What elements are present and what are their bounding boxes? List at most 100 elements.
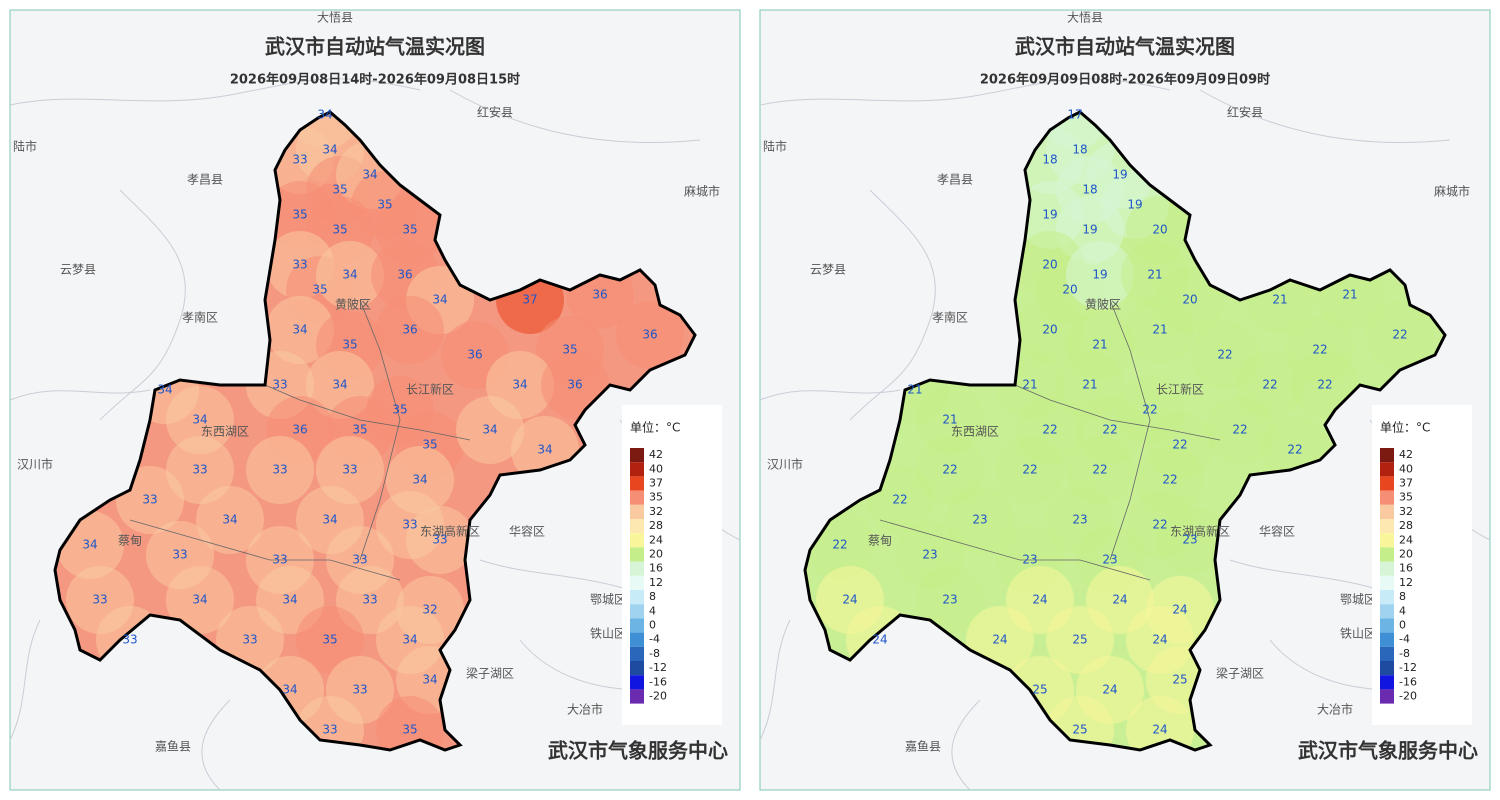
place-label: 陆市	[763, 139, 787, 154]
station-value: 35	[292, 208, 307, 222]
station-value: 35	[322, 633, 337, 647]
station-value: 33	[352, 683, 367, 697]
legend-swatch	[630, 490, 644, 505]
legend-swatch	[1380, 490, 1394, 505]
station-value: 35	[392, 403, 407, 417]
place-label: 红安县	[1227, 105, 1263, 120]
station-value: 33	[432, 533, 447, 547]
legend-swatch	[630, 675, 644, 690]
legend-label: 35	[1399, 491, 1413, 504]
station-value: 19	[1042, 208, 1057, 222]
legend-label: -12	[1399, 661, 1417, 674]
boundary-line	[201, 699, 231, 791]
legend-swatch	[1380, 519, 1394, 534]
legend: 单位：°C42403735322824201612840-4-8-12-16-2…	[622, 405, 722, 725]
station-value: 21	[1147, 268, 1162, 282]
legend-label: 32	[649, 505, 663, 518]
station-value: 21	[1152, 323, 1167, 337]
temperature-blob	[1126, 296, 1194, 364]
temperature-blob	[166, 566, 234, 634]
station-value: 22	[1217, 348, 1232, 362]
legend-label: -12	[649, 661, 667, 674]
legend-label: 40	[649, 462, 663, 475]
boundary-line	[9, 619, 41, 741]
station-value: 23	[1022, 553, 1037, 567]
legend-label: 12	[1399, 576, 1413, 589]
temperature-blob	[296, 606, 364, 674]
station-value: 17	[1067, 108, 1082, 122]
station-value: 24	[842, 593, 857, 607]
station-value: 21	[1022, 378, 1037, 392]
place-label: 嘉鱼县	[155, 740, 191, 754]
place-label: 长江新区	[406, 382, 454, 397]
station-value: 25	[1072, 723, 1087, 737]
station-value: 34	[192, 593, 207, 607]
legend-swatch	[630, 632, 644, 647]
station-value: 36	[467, 348, 482, 362]
legend-label: 12	[649, 576, 663, 589]
station-value: 19	[1092, 268, 1107, 282]
boundary-line	[449, 89, 701, 144]
station-value: 23	[922, 548, 937, 562]
station-value: 18	[1042, 153, 1057, 167]
station-value: 18	[1072, 143, 1087, 157]
station-value: 19	[1082, 223, 1097, 237]
legend-swatch	[1380, 504, 1394, 519]
station-value: 33	[272, 378, 287, 392]
temperature-blob	[916, 566, 984, 634]
station-value: 33	[92, 593, 107, 607]
legend-swatch	[630, 575, 644, 590]
legend-swatch	[630, 618, 644, 633]
legend-label: 4	[649, 604, 656, 617]
station-value: 24	[1152, 633, 1167, 647]
station-value: 34	[342, 268, 357, 282]
legend-swatch	[1380, 462, 1394, 477]
station-value: 34	[322, 513, 337, 527]
place-label: 孝昌县	[937, 173, 973, 187]
place-label: 孝南区	[932, 310, 968, 325]
place-label: 东湖高新区	[420, 524, 480, 539]
legend-label: 37	[1399, 477, 1413, 490]
station-value: 35	[352, 423, 367, 437]
legend-swatch	[630, 504, 644, 519]
legend-label: 16	[649, 562, 663, 575]
legend-swatch	[1380, 604, 1394, 619]
place-label: 麻城市	[684, 184, 720, 199]
place-label: 黄陂区	[335, 297, 371, 312]
station-value: 35	[562, 343, 577, 357]
station-value: 20	[1062, 283, 1077, 297]
station-value: 34	[412, 473, 427, 487]
station-value: 21	[942, 413, 957, 427]
station-value: 22	[1172, 438, 1187, 452]
legend-swatch	[1380, 675, 1394, 690]
station-value: 35	[332, 223, 347, 237]
station-value: 35	[402, 223, 417, 237]
legend-label: 28	[1399, 519, 1413, 532]
station-value: 22	[1232, 423, 1247, 437]
station-value: 33	[122, 633, 137, 647]
station-value: 34	[282, 683, 297, 697]
station-value: 34	[322, 143, 337, 157]
station-value: 23	[942, 593, 957, 607]
legend-label: 32	[1399, 505, 1413, 518]
station-value: 19	[1127, 198, 1142, 212]
place-label: 麻城市	[1434, 184, 1470, 199]
legend-swatch	[630, 604, 644, 619]
district-line	[1109, 299, 1151, 561]
station-value: 22	[1152, 518, 1167, 532]
station-value: 23	[1102, 553, 1117, 567]
boundary-line	[9, 389, 151, 401]
temperature-blob	[946, 486, 1014, 554]
station-value: 22	[1312, 343, 1327, 357]
legend-swatch	[630, 547, 644, 562]
place-label: 云梦县	[60, 263, 96, 277]
map-title: 武汉市自动站气温实况图	[1015, 35, 1235, 59]
legend-swatch	[1380, 590, 1394, 605]
station-value: 34	[402, 633, 417, 647]
legend-swatch	[1380, 575, 1394, 590]
station-value: 37	[522, 293, 537, 307]
legend-label: 35	[649, 491, 663, 504]
station-value: 20	[1152, 223, 1167, 237]
